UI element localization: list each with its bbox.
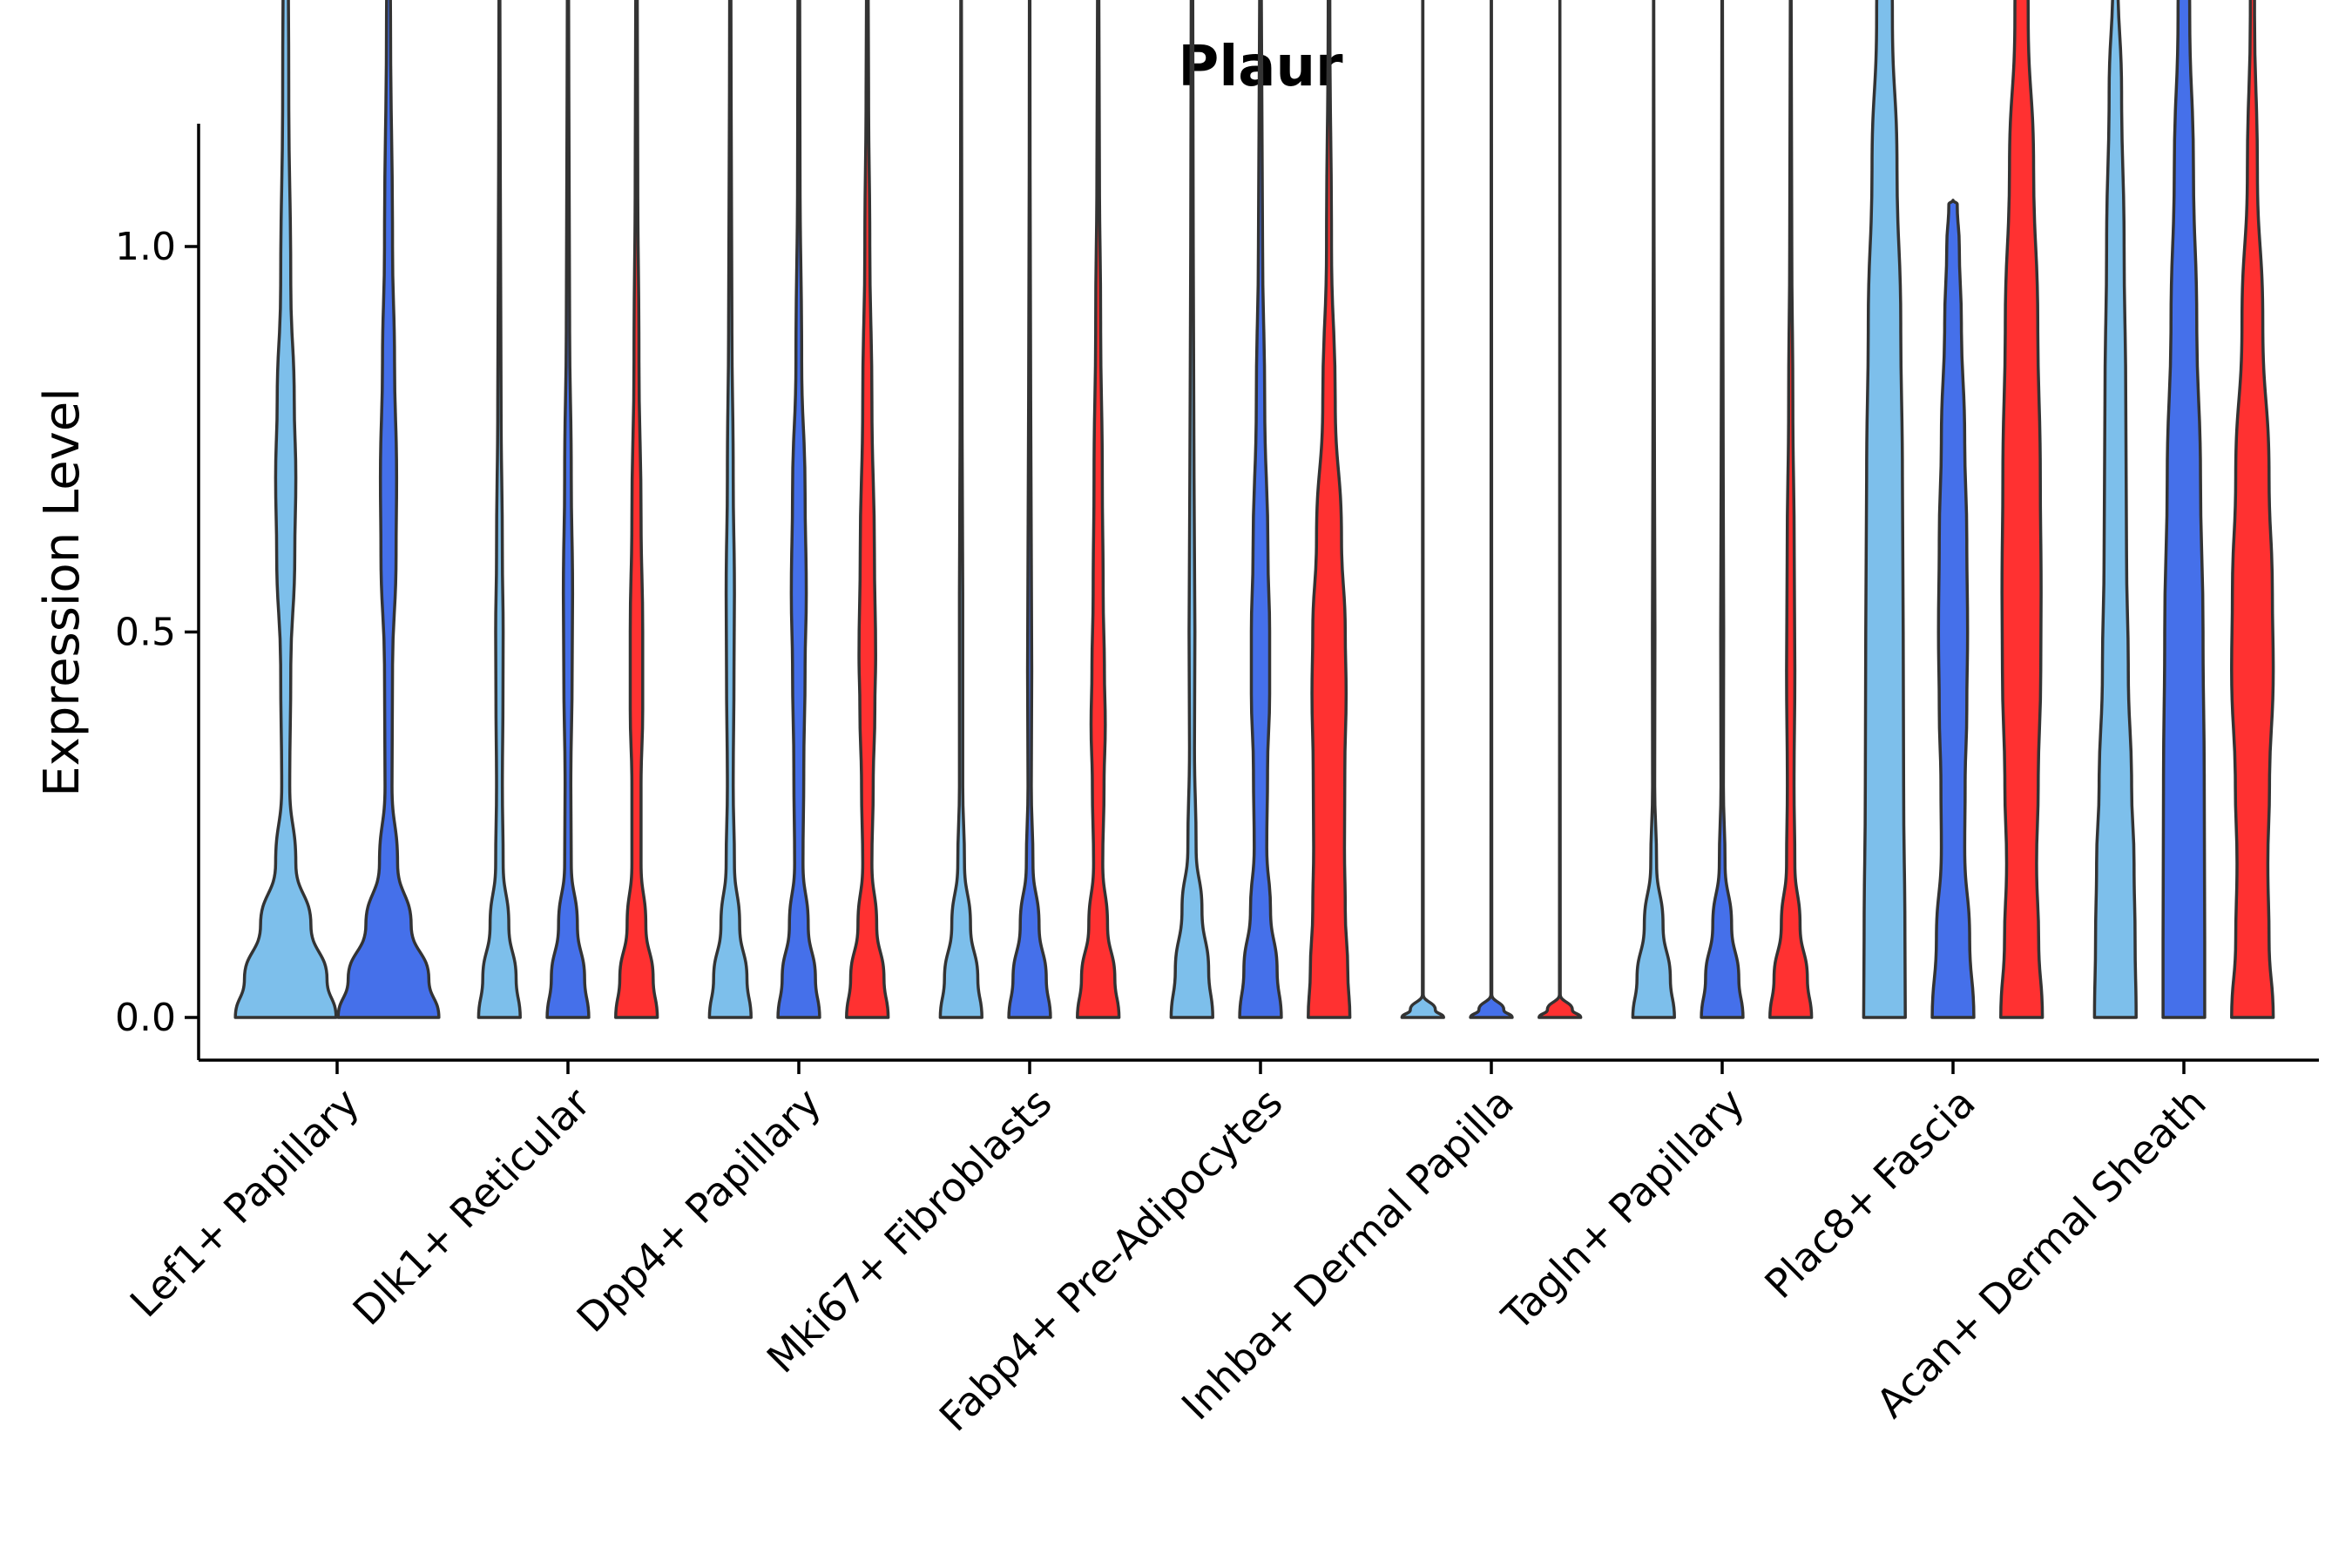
violin-8-2 [2230,0,2275,1019]
y-ticks-group: 0.00.51.01.52.0 [115,225,199,1040]
violin-1-2 [614,0,659,1019]
x-tick-label: Lef1+ Papillary [121,1079,368,1327]
violin-7-1 [1930,199,1976,1019]
x-tick-label: Dpp4+ Papillary [568,1079,830,1342]
violin-6-0 [1631,0,1676,1019]
x-tick-label: Plac8+ Fascia [1755,1079,1984,1308]
violin-5-0 [1400,0,1445,1019]
y-axis-label: Expression Level [34,388,91,797]
violin-6-2 [1768,0,1814,1019]
x-tick-label: Tagln+ Papillary [1492,1079,1754,1341]
violins-group [233,0,2275,1019]
y-tick-label: 0.0 [115,996,176,1040]
violin-8-0 [2092,0,2138,1019]
violin-0-0 [233,0,338,1019]
violin-4-2 [1307,0,1352,1019]
violin-3-0 [938,0,983,1019]
x-tick-label: Dlk1+ Reticular [344,1079,599,1335]
violin-4-1 [1238,0,1283,1019]
violin-8-1 [2161,0,2207,1019]
violin-7-2 [1999,0,2044,1019]
violin-7-0 [1862,0,1907,1019]
violin-5-1 [1469,0,1514,1019]
violin-0-1 [336,0,441,1019]
violin-2-0 [707,0,753,1019]
y-tick-label: 1.0 [115,225,176,269]
violin-6-1 [1700,0,1745,1019]
violin-5-2 [1538,0,1583,1019]
violin-2-2 [845,0,890,1019]
violin-3-1 [1007,0,1052,1019]
violin-1-0 [476,0,522,1019]
y-tick-label: 0.5 [115,611,176,655]
violin-3-2 [1076,0,1121,1019]
violin-2-1 [776,0,821,1019]
violin-1-1 [545,0,591,1019]
violin-4-0 [1169,0,1214,1019]
